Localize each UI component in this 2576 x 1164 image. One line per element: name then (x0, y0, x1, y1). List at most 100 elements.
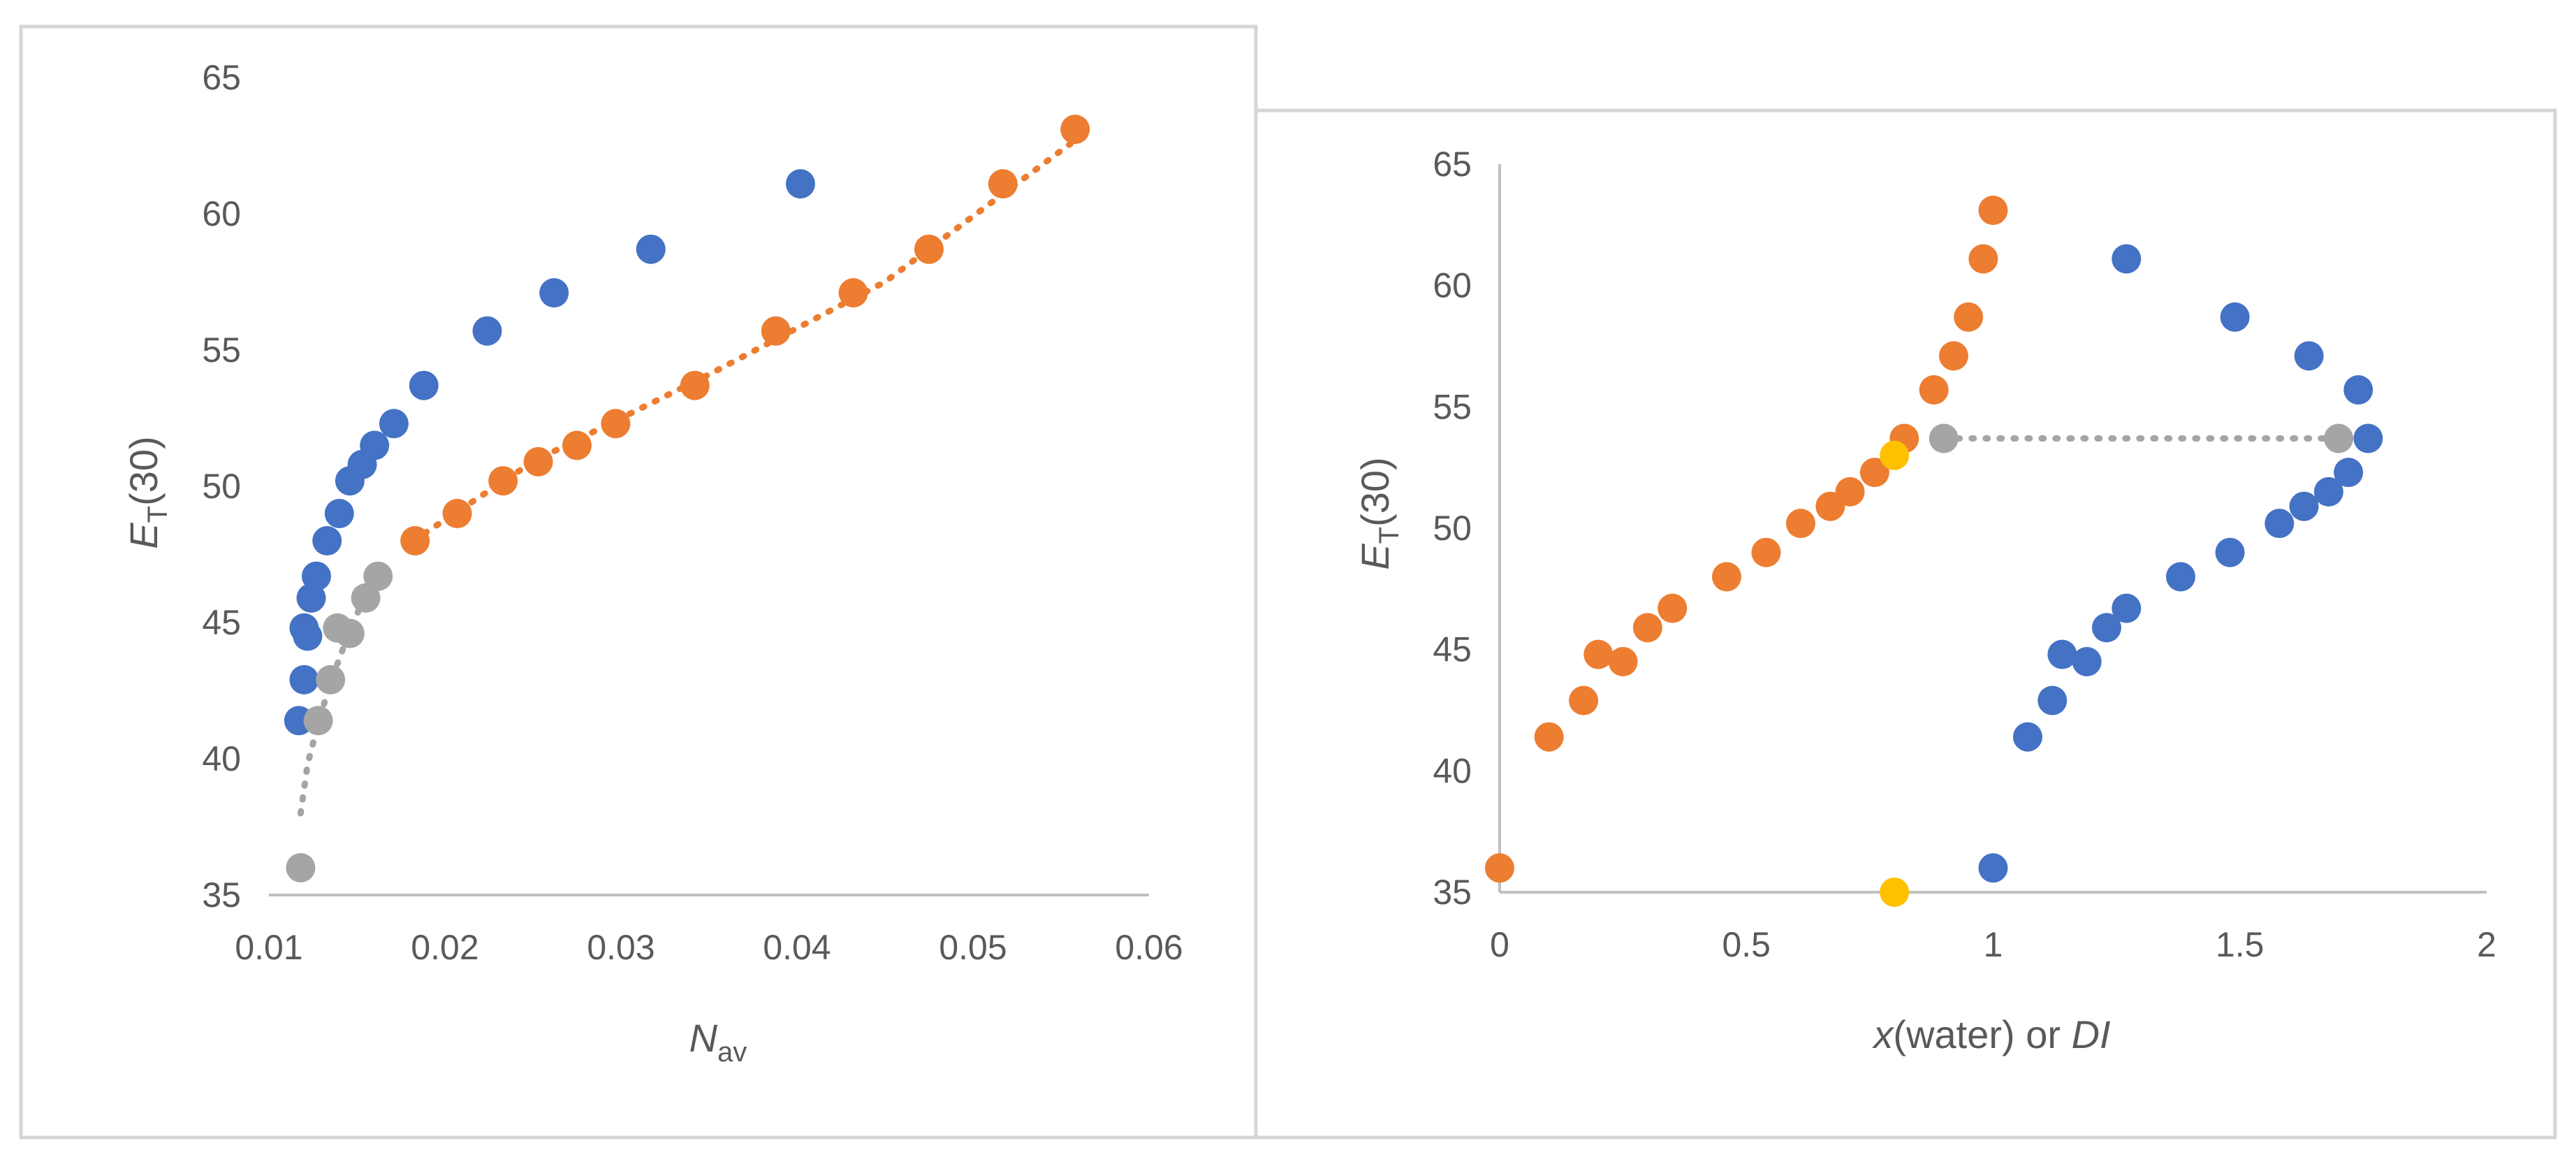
left-y-tick-label: 50 (202, 467, 241, 506)
right-x-axis-label: x(water) or DI (1871, 1012, 2110, 1056)
left-x-axis-label: Nav (689, 1016, 747, 1068)
right-y-tick-label: 55 (1433, 387, 1472, 426)
left-data-point (601, 409, 631, 439)
right-data-points (1485, 196, 2383, 907)
right-data-point (1632, 613, 1662, 643)
right-y-tick-label: 45 (1433, 630, 1472, 669)
left-data-point (400, 526, 430, 555)
left-y-tick-label: 60 (202, 194, 241, 233)
left-y-tick-label: 45 (202, 603, 241, 642)
right-x-tick-label: 1 (1984, 925, 2003, 964)
left-y-axis-label: ET(30) (122, 436, 173, 548)
right-data-point (1859, 458, 1889, 488)
right-data-point (1880, 440, 1910, 470)
right-data-point (1583, 639, 1613, 669)
left-data-point (409, 370, 439, 400)
right-data-point (2037, 685, 2068, 715)
right-data-point (1880, 878, 1910, 907)
left-data-point (442, 499, 472, 528)
left-x-tick-label: 0.05 (939, 928, 1007, 967)
left-data-point (360, 430, 390, 460)
right-data-point (2220, 302, 2250, 332)
left-data-point (335, 618, 365, 648)
right-y-axis-label: ET(30) (1353, 457, 1405, 569)
right-data-point (2047, 639, 2077, 669)
right-data-point (2353, 423, 2383, 453)
left-data-point (289, 664, 319, 694)
right-x-tick-label: 0.5 (1722, 925, 1771, 964)
left-data-point (636, 234, 666, 264)
left-data-point (303, 706, 333, 736)
right-y-tick-label: 40 (1433, 751, 1472, 790)
left-data-points (284, 115, 1090, 882)
right-data-point (2112, 244, 2142, 274)
right-x-tick-label: 0 (1490, 925, 1509, 964)
left-data-point (286, 853, 316, 882)
right-data-point (1978, 196, 2008, 225)
left-data-point (363, 561, 393, 591)
right-data-point (1939, 341, 1968, 371)
right-x-tick-label: 1.5 (2216, 925, 2264, 964)
left-data-point (539, 278, 569, 308)
left-y-tick-label: 55 (202, 330, 241, 370)
left-chart-panel: 0.01 0.02 0.03 0.04 0.05 0.06 35404550556065 … (19, 24, 1258, 1140)
right-x-tick-label: 2 (2477, 925, 2496, 964)
left-data-point (316, 664, 346, 694)
right-data-point (2112, 593, 2142, 623)
left-data-point (472, 316, 502, 346)
right-data-point (1485, 853, 1514, 883)
left-x-tick-label: 0.02 (411, 928, 478, 967)
left-y-tick-label: 40 (202, 739, 241, 778)
right-data-point (1657, 593, 1688, 623)
right-data-point (1534, 722, 1564, 752)
left-data-point (351, 583, 381, 613)
right-y-tick-label: 50 (1433, 509, 1472, 548)
right-data-point (1751, 537, 1781, 567)
right-data-point (1929, 423, 1959, 453)
right-chart-panel: 0 0.5 1 1.5 2 35 40 45 50 55 60 65 ET(30) x(water)… (1254, 108, 2557, 1140)
right-chart-frame (1254, 108, 2557, 1140)
left-data-point (914, 234, 944, 264)
left-data-point (680, 370, 710, 400)
right-data-point (1968, 244, 1998, 274)
right-data-point (2013, 722, 2042, 752)
right-data-point (2334, 458, 2364, 488)
left-data-point (988, 169, 1018, 199)
left-x-tick-label: 0.03 (587, 928, 654, 967)
left-data-point (523, 446, 553, 476)
right-data-point (1954, 302, 1984, 332)
right-data-point (2313, 476, 2343, 507)
right-y-tick-label: 65 (1433, 145, 1472, 184)
left-chart-frame (19, 24, 1258, 1140)
right-data-point (2294, 341, 2324, 371)
right-data-point (1978, 853, 2008, 883)
left-x-tick-label: 0.04 (763, 928, 830, 967)
right-data-point (1608, 647, 1638, 676)
left-y-tick-label: 65 (202, 58, 241, 97)
right-data-point (1919, 375, 1949, 405)
right-data-point (1712, 562, 1741, 592)
left-data-point (488, 466, 518, 496)
left-x-tick-label: 0.06 (1115, 928, 1183, 967)
left-data-point (324, 499, 354, 528)
right-data-point (2324, 423, 2354, 453)
right-data-point (1786, 509, 1815, 539)
right-data-point (1835, 476, 1865, 507)
right-data-point (1569, 685, 1599, 715)
right-data-point (2166, 562, 2195, 592)
left-y-tick-label: 35 (202, 875, 241, 915)
left-x-tick-labels: 0.01 0.02 0.03 0.04 0.05 0.06 (235, 928, 1183, 967)
right-y-tick-label: 60 (1433, 266, 1472, 305)
left-data-point (379, 409, 409, 439)
right-x-tick-labels: 0 0.5 1 1.5 2 (1490, 925, 2496, 964)
left-data-point (1060, 115, 1090, 145)
right-data-point (2092, 613, 2121, 643)
right-y-tick-label: 35 (1433, 873, 1472, 912)
left-data-point (312, 526, 342, 555)
right-data-point (2264, 509, 2295, 539)
left-data-point (293, 621, 323, 651)
left-data-point (562, 430, 592, 460)
left-x-tick-label: 0.01 (235, 928, 302, 967)
left-data-point (838, 278, 868, 308)
